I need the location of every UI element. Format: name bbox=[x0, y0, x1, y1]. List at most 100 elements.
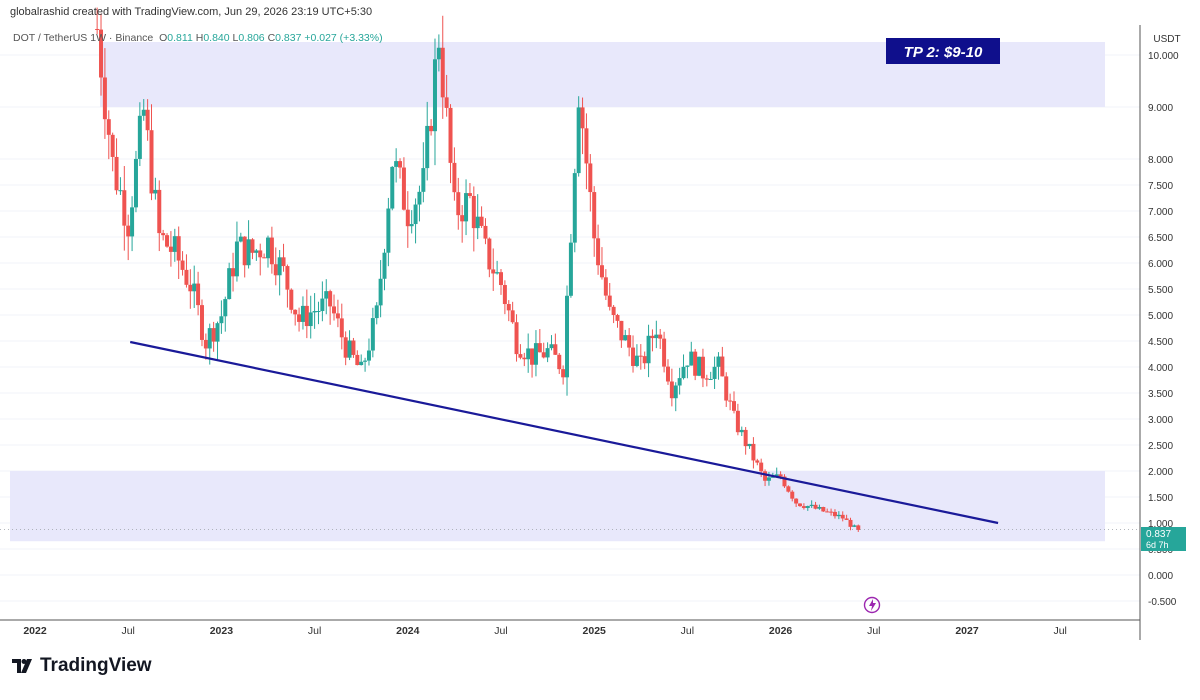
candle-body bbox=[836, 514, 841, 517]
candle-body bbox=[429, 125, 434, 132]
symbol-legend: DOT / TetherUS 1W · Binance O0.811 H0.84… bbox=[13, 32, 383, 44]
candle-body bbox=[258, 250, 263, 258]
brand-footer[interactable]: TradingView bbox=[12, 655, 152, 677]
candle-body bbox=[829, 511, 834, 513]
candle-body bbox=[735, 410, 740, 433]
tp-label-text: TP 2: $9-10 bbox=[904, 44, 983, 61]
candle-body bbox=[184, 269, 189, 285]
candle-body bbox=[844, 518, 849, 520]
candle-body bbox=[246, 239, 251, 266]
candle-body bbox=[755, 460, 760, 463]
candle-body bbox=[390, 166, 395, 209]
candle-body bbox=[464, 193, 469, 222]
candle-body bbox=[821, 507, 826, 512]
candle-body bbox=[697, 356, 702, 376]
candle-body bbox=[619, 320, 624, 341]
candle-body bbox=[281, 257, 286, 267]
candle-body bbox=[110, 134, 115, 157]
candle-body bbox=[378, 278, 383, 306]
candle-body bbox=[724, 376, 729, 401]
symbol-pair[interactable]: DOT / TetherUS bbox=[13, 32, 88, 44]
candle-body bbox=[588, 163, 593, 193]
candle-body bbox=[499, 272, 503, 286]
candle-body bbox=[852, 525, 857, 527]
candle-body bbox=[254, 250, 259, 253]
candle-body bbox=[335, 313, 340, 319]
x-tick-label: 2022 bbox=[23, 625, 47, 637]
candle-body bbox=[704, 378, 709, 380]
candle-body bbox=[747, 443, 752, 447]
candle-body bbox=[320, 298, 325, 312]
candle-body bbox=[782, 476, 787, 487]
candle-body bbox=[161, 233, 166, 236]
candle-body bbox=[262, 257, 267, 259]
candle-body bbox=[300, 305, 305, 322]
candle-body bbox=[99, 29, 104, 78]
candle-body bbox=[308, 312, 313, 327]
candle-body bbox=[759, 462, 764, 472]
candle-body bbox=[545, 348, 550, 358]
author-credit: globalrashid created with TradingView.co… bbox=[10, 6, 373, 18]
candle-body bbox=[479, 216, 484, 226]
price-axis: 10.000 9.000 8.000 7.500 7.000 6.500 6.000 5.50… bbox=[1148, 51, 1179, 608]
trendline-layer bbox=[0, 340, 1140, 530]
candle-body bbox=[514, 322, 519, 355]
candle-body bbox=[483, 225, 488, 239]
x-tick-label: Jul bbox=[681, 625, 694, 637]
y-tick-label: 5.500 bbox=[1148, 285, 1173, 296]
candle-body bbox=[700, 356, 705, 379]
last-price-tag bbox=[1141, 527, 1186, 551]
x-tick-label: Jul bbox=[494, 625, 507, 637]
y-tick-label: 4.500 bbox=[1148, 337, 1173, 348]
y-tick-label: 4.000 bbox=[1148, 363, 1173, 374]
price-zone bbox=[10, 471, 1105, 542]
candle-body bbox=[401, 167, 406, 210]
candle-body bbox=[848, 519, 853, 527]
candle-body bbox=[366, 350, 371, 361]
tradingview-logo-icon bbox=[12, 659, 32, 673]
candle-body bbox=[456, 192, 461, 216]
candle-body bbox=[355, 354, 360, 366]
ohlc-high: 0.840 bbox=[203, 32, 230, 44]
candle-body bbox=[133, 158, 138, 208]
candle-body bbox=[774, 474, 779, 477]
candle-body bbox=[374, 305, 379, 319]
candle-body bbox=[95, 29, 100, 30]
x-tick-label: Jul bbox=[1053, 625, 1066, 637]
candle-body bbox=[654, 334, 659, 339]
candle-body bbox=[130, 207, 135, 237]
candle-body bbox=[122, 190, 127, 226]
candle-body bbox=[677, 378, 682, 386]
candle-body bbox=[223, 299, 228, 317]
x-tick-label: 2024 bbox=[396, 625, 420, 637]
candle-body bbox=[584, 128, 589, 164]
flash-icon[interactable] bbox=[863, 596, 881, 614]
candle-body bbox=[599, 265, 604, 278]
candle-body bbox=[693, 351, 698, 376]
candle-body bbox=[681, 366, 686, 379]
candle-body bbox=[207, 328, 212, 349]
candle-body bbox=[211, 328, 216, 342]
candle-body bbox=[126, 225, 131, 237]
candle-body bbox=[631, 347, 636, 366]
y-tick-label: 9.000 bbox=[1148, 103, 1173, 114]
ohlc-close: 0.837 bbox=[275, 32, 302, 44]
candle-body bbox=[689, 351, 694, 366]
x-tick-label: Jul bbox=[308, 625, 321, 637]
time-axis: 2022 Jul 2023 Jul 2024 Jul 2025 Jul 2026 Jul 2027 J… bbox=[23, 625, 1067, 637]
candle-body bbox=[813, 504, 818, 509]
candle-body bbox=[359, 361, 364, 366]
candle-body bbox=[413, 204, 418, 225]
candle-body bbox=[467, 193, 472, 196]
y-tick-label: 8.000 bbox=[1148, 155, 1173, 166]
candle-body bbox=[794, 498, 799, 504]
symbol-interval[interactable]: 1W bbox=[90, 32, 106, 44]
candle-body bbox=[502, 285, 507, 305]
candle-body bbox=[518, 354, 523, 358]
candle-body bbox=[157, 189, 162, 234]
x-tick-label: 2026 bbox=[769, 625, 793, 637]
candle-body bbox=[297, 314, 302, 322]
candle-body bbox=[720, 356, 725, 377]
